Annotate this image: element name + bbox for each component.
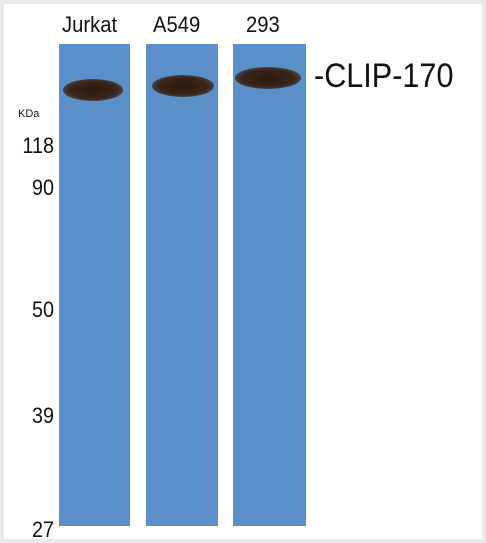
protein-band xyxy=(152,75,214,97)
lane-label-jurkat: Jurkat xyxy=(62,12,118,37)
marker-90: 90 xyxy=(31,175,54,200)
molecular-weight-unit: KDa xyxy=(18,108,40,120)
marker-118: 118 xyxy=(22,133,54,158)
target-protein-label: -CLIP-170 xyxy=(314,57,454,95)
marker-50: 50 xyxy=(31,297,54,322)
blot-lane-a549 xyxy=(146,44,218,526)
blot-lane-jurkat xyxy=(59,44,130,526)
protein-band xyxy=(63,79,123,101)
protein-band xyxy=(235,67,301,89)
blot-lane-293 xyxy=(233,44,306,526)
marker-27: 27 xyxy=(31,517,54,542)
marker-39: 39 xyxy=(31,403,54,428)
lane-label-293: 293 xyxy=(246,12,280,37)
lane-label-a549: A549 xyxy=(153,12,201,37)
